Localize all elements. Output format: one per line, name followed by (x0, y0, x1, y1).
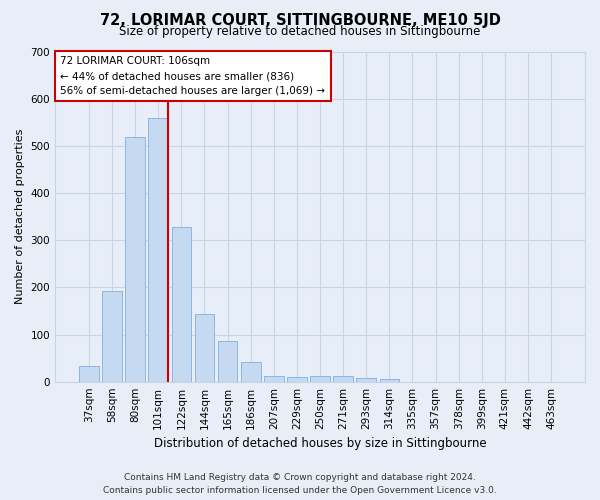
Text: Contains HM Land Registry data © Crown copyright and database right 2024.
Contai: Contains HM Land Registry data © Crown c… (103, 474, 497, 495)
Bar (172, 227, 191, 382)
Text: 72, LORIMAR COURT, SITTINGBOURNE, ME10 5JD: 72, LORIMAR COURT, SITTINGBOURNE, ME10 5… (100, 12, 500, 28)
Bar (148, 118, 168, 382)
Bar (125, 137, 145, 382)
X-axis label: Distribution of detached houses by size in Sittingbourne: Distribution of detached houses by size … (154, 437, 487, 450)
Bar (79, 366, 99, 382)
Bar (102, 291, 122, 382)
Bar (310, 376, 330, 382)
Bar (334, 376, 353, 382)
Y-axis label: Number of detached properties: Number of detached properties (15, 129, 25, 304)
Bar (241, 362, 260, 382)
Bar (264, 376, 284, 382)
Bar (380, 380, 399, 382)
Bar (194, 314, 214, 382)
Bar (356, 378, 376, 382)
Text: 72 LORIMAR COURT: 106sqm
← 44% of detached houses are smaller (836)
56% of semi-: 72 LORIMAR COURT: 106sqm ← 44% of detach… (61, 56, 325, 96)
Bar (218, 341, 238, 382)
Bar (287, 377, 307, 382)
Text: Size of property relative to detached houses in Sittingbourne: Size of property relative to detached ho… (119, 25, 481, 38)
